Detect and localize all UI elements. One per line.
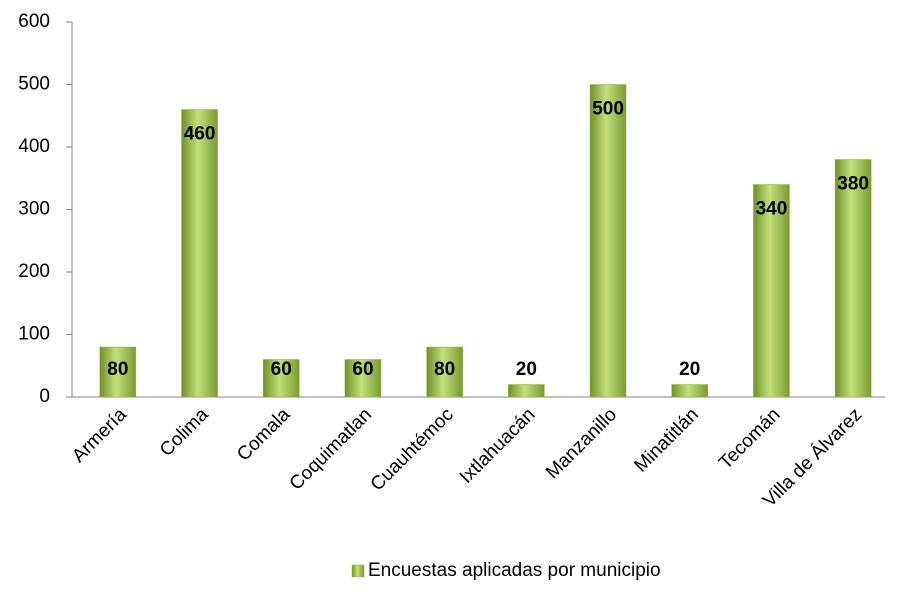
bar bbox=[671, 384, 708, 398]
legend-swatch bbox=[351, 564, 365, 578]
bar bbox=[263, 359, 300, 398]
bar bbox=[426, 346, 463, 398]
value-label: 20 bbox=[679, 359, 700, 380]
bar bbox=[344, 359, 382, 398]
value-label: 500 bbox=[592, 99, 624, 120]
y-tick-label: 500 bbox=[18, 74, 50, 95]
value-label: 460 bbox=[184, 124, 216, 145]
value-label: 340 bbox=[756, 199, 788, 220]
bar bbox=[508, 384, 545, 398]
bar bbox=[753, 184, 790, 398]
y-tick-label: 200 bbox=[18, 261, 50, 282]
x-tick-label: Coquimatlan bbox=[286, 404, 376, 494]
y-tick-label: 0 bbox=[39, 386, 50, 407]
value-label: 60 bbox=[352, 359, 373, 380]
legend-label: Encuestas aplicadas por municipio bbox=[368, 560, 661, 581]
x-tick-label: Minatitlán bbox=[630, 404, 702, 476]
x-tick-label: Tecomán bbox=[715, 404, 784, 473]
x-tick-label: Colima bbox=[156, 404, 213, 461]
y-tick-label: 300 bbox=[18, 199, 50, 220]
value-label: 20 bbox=[516, 359, 537, 380]
value-label: 60 bbox=[271, 359, 292, 380]
x-tick-label: Comala bbox=[233, 404, 294, 465]
x-tick-label: Armería bbox=[68, 404, 131, 467]
value-label: 80 bbox=[434, 359, 455, 380]
x-tick-label: Manzanillo bbox=[542, 404, 621, 483]
x-tick-label: Cuauhtémoc bbox=[367, 404, 458, 495]
y-tick-label: 400 bbox=[18, 136, 50, 157]
bar bbox=[99, 346, 137, 398]
bar bbox=[181, 109, 218, 398]
y-tick-label: 100 bbox=[18, 324, 50, 345]
value-label: 380 bbox=[837, 174, 869, 195]
bar bbox=[589, 84, 627, 398]
value-label: 80 bbox=[107, 359, 128, 380]
x-tick-label: Ixtlahuacán bbox=[456, 404, 540, 488]
bar bbox=[834, 159, 872, 398]
y-tick-label: 600 bbox=[18, 11, 50, 32]
